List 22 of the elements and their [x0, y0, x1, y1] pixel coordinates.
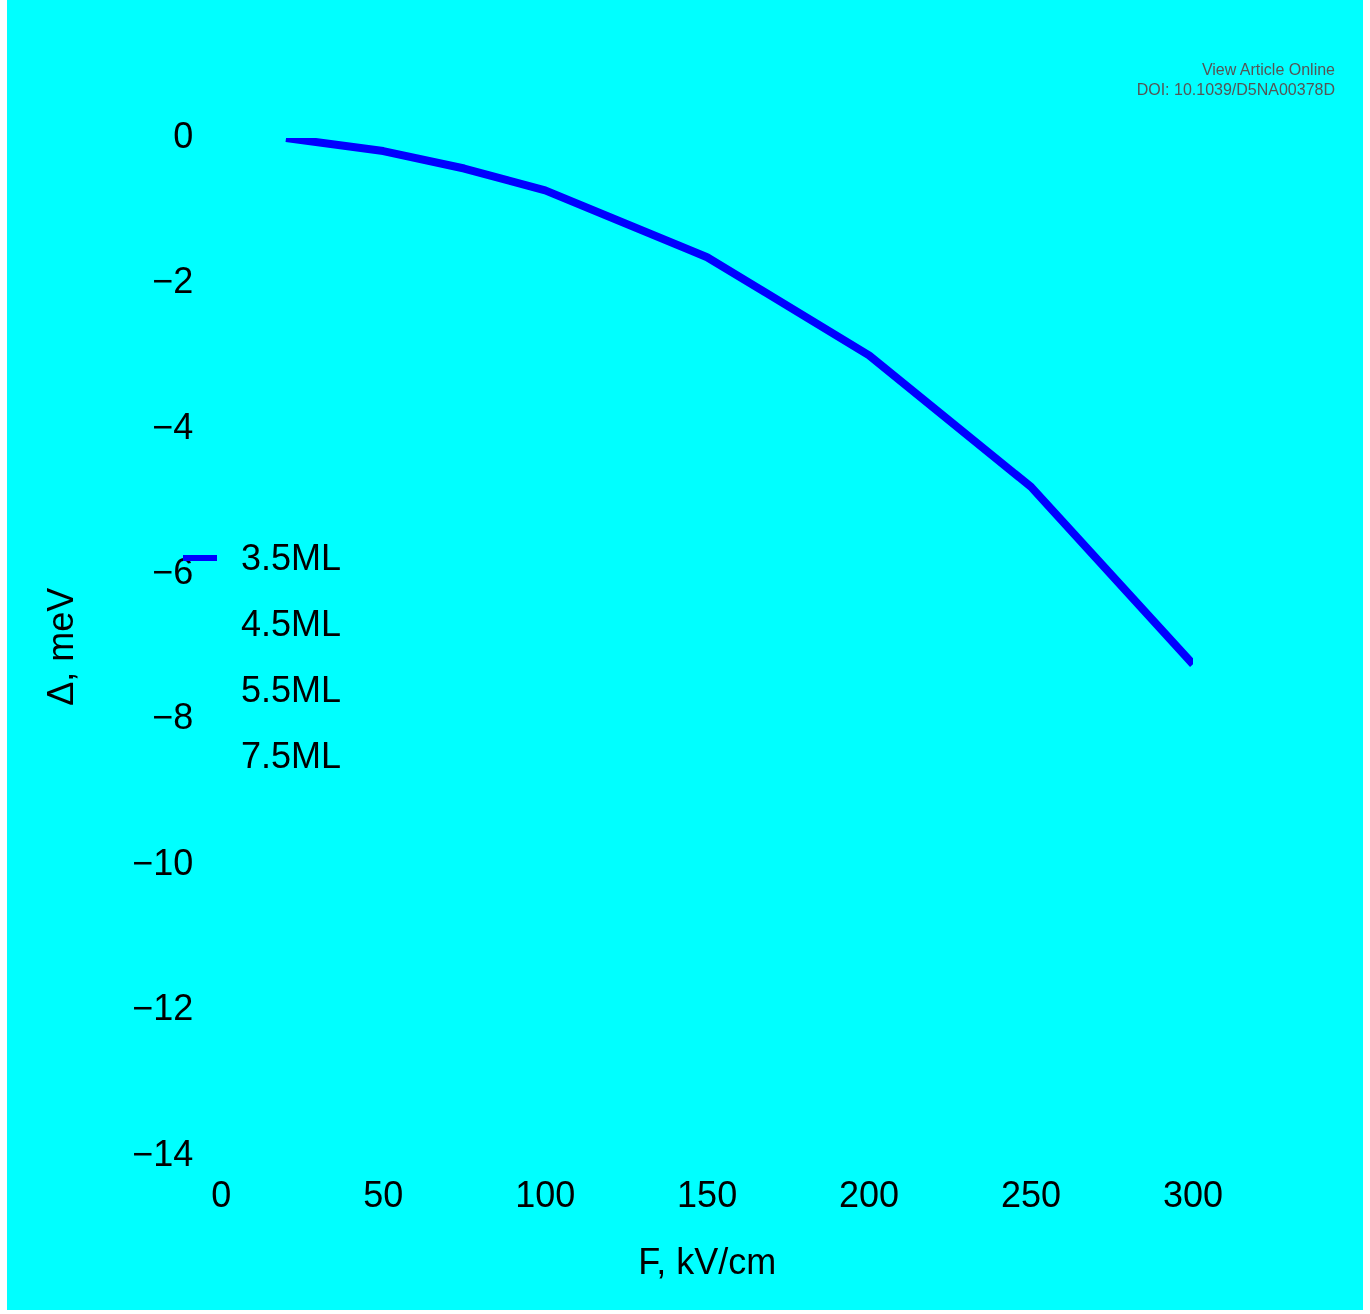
x-tick-label: 100 — [515, 1174, 576, 1216]
text: 7.5ML — [241, 735, 342, 777]
y-tick-label: −12 — [132, 987, 194, 1029]
x-tick-label: 0 — [211, 1174, 232, 1216]
y-tick-label: −10 — [132, 841, 194, 883]
y-tick-label: −2 — [152, 260, 194, 302]
y-tick-label: −14 — [132, 1132, 194, 1174]
text: DOI: 10.1039/D5NA00378D — [1136, 80, 1335, 100]
y-tick-label: −4 — [152, 405, 194, 447]
x-axis-title: F, kV/cm — [638, 1241, 777, 1283]
y-axis-title: Δ, meV — [39, 587, 81, 706]
text: 4.5ML — [241, 603, 342, 645]
y-tick-label: −8 — [152, 696, 194, 738]
text: 5.5ML — [241, 669, 342, 711]
x-tick-label: 150 — [677, 1174, 738, 1216]
x-tick-label: 50 — [363, 1174, 404, 1216]
x-tick-label: 200 — [839, 1174, 900, 1216]
x-tick-label: 300 — [1162, 1174, 1224, 1216]
text: View Article Online — [1200, 60, 1335, 80]
legend-label: 3.5ML — [241, 537, 342, 579]
x-tick-label: 250 — [1001, 1174, 1062, 1216]
y-tick-label: 0 — [173, 114, 194, 156]
